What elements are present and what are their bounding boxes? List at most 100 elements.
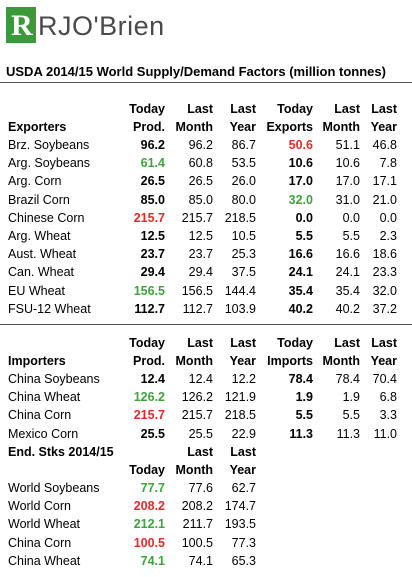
exporter-cell: 23.3 [372, 265, 397, 280]
exporter-cell: 40.2 [288, 301, 313, 316]
exporter-cell: 46.8 [372, 138, 397, 152]
end-stocks-cell: 77.7 [140, 481, 165, 495]
exporter-cell: 5.5 [295, 229, 313, 243]
importer-cell: 25.5 [188, 426, 213, 441]
exporter-cell: 32.0 [288, 192, 313, 207]
exporter-cell: 12.5 [188, 229, 213, 243]
section-divider [0, 324, 412, 325]
end-stocks-row-label: World Wheat [8, 517, 81, 532]
importer-cell: 5.5 [342, 408, 360, 423]
exporter-cell: 156.5 [133, 283, 165, 298]
exporter-cell: 23.7 [140, 247, 165, 262]
exporter-cell: 215.7 [181, 210, 213, 225]
exporter-row-label: Arg. Soybeans [8, 156, 90, 171]
end-stocks-header: Last [187, 445, 213, 459]
exporters-header: Last [371, 102, 397, 116]
exporter-cell: 26.0 [231, 174, 256, 189]
importers-header: Imports [267, 354, 313, 368]
end-stocks-cell: 208.2 [133, 499, 165, 514]
exporter-cell: 35.4 [288, 283, 313, 298]
end-stocks-header: Month [175, 463, 213, 477]
exporter-cell: 23.7 [188, 247, 213, 262]
end-stocks-cell: 100.5 [181, 535, 213, 550]
exporter-cell: 215.7 [133, 210, 165, 225]
importer-cell: 11.0 [373, 426, 397, 441]
importer-cell: 11.3 [336, 426, 360, 441]
importers-header: Prod. [133, 354, 165, 368]
end-stocks-header: Last [230, 445, 256, 459]
exporter-cell: 18.6 [372, 247, 397, 262]
exporter-cell: 61.4 [140, 156, 165, 171]
exporter-cell: 21.0 [372, 192, 397, 207]
exporter-row-label: Can. Wheat [8, 265, 75, 280]
importers-header: Year [229, 354, 256, 368]
exporter-cell: 156.5 [181, 283, 213, 298]
importer-cell: 22.9 [231, 426, 256, 441]
importer-cell: 126.2 [181, 390, 213, 405]
importer-cell: 1.9 [295, 390, 313, 405]
importer-cell: 218.5 [224, 408, 256, 423]
importer-cell: 215.7 [133, 408, 165, 423]
importers-section-label: Importers [8, 354, 66, 368]
end-stocks-row-label: China Corn [8, 535, 72, 550]
exporter-cell: 0.0 [342, 210, 360, 225]
end-stocks-cell: 193.5 [224, 517, 256, 532]
exporter-cell: 40.2 [335, 301, 360, 316]
importers-header: Last [334, 336, 360, 350]
exporter-cell: 218.5 [224, 210, 256, 225]
exporter-cell: 29.4 [140, 265, 165, 280]
end-stocks-row-label: China Wheat [8, 553, 81, 568]
exporter-cell: 10.6 [288, 156, 313, 171]
importer-cell: 78.4 [335, 372, 360, 386]
importers-header: Last [230, 336, 256, 350]
end-stocks-cell: 74.1 [140, 553, 165, 568]
exporter-cell: 12.5 [140, 229, 165, 243]
exporter-cell: 0.0 [295, 210, 313, 225]
brand-name: RJO'Brien [38, 11, 165, 41]
exporter-cell: 85.0 [188, 192, 213, 207]
importers-header: Last [371, 336, 397, 350]
exporter-cell: 86.7 [231, 138, 256, 152]
exporter-row-label: Arg. Wheat [8, 229, 71, 243]
importer-cell: 70.4 [372, 372, 397, 386]
title-divider [0, 82, 412, 83]
importers-header: Today [277, 336, 313, 350]
end-stocks-cell: 100.5 [133, 535, 165, 550]
exporter-cell: 24.1 [335, 265, 360, 280]
exporter-cell: 10.6 [335, 156, 360, 171]
importer-cell: 1.9 [342, 390, 360, 405]
importer-cell: 6.8 [379, 390, 397, 405]
end-stocks-header: Today [129, 463, 165, 477]
end-stocks-cell: 65.3 [231, 553, 256, 568]
end-stocks-cell: 77.6 [188, 481, 213, 495]
exporters-header: Last [187, 102, 213, 116]
importers-header: Year [370, 354, 397, 368]
exporter-cell: 112.7 [134, 301, 165, 316]
end-stocks-cell: 74.1 [188, 553, 213, 568]
exporter-cell: 80.0 [231, 192, 256, 207]
exporter-cell: 31.0 [335, 192, 360, 207]
importer-row-label: China Wheat [8, 390, 81, 405]
exporter-cell: 17.1 [372, 174, 397, 189]
exporter-cell: 32.0 [372, 283, 397, 298]
importer-cell: 3.3 [379, 408, 397, 423]
exporter-cell: 26.5 [140, 174, 165, 189]
exporters-header: Today [129, 102, 165, 116]
exporter-cell: 5.5 [342, 229, 360, 243]
exporters-header: Prod. [133, 120, 165, 134]
exporter-cell: 17.0 [288, 174, 313, 189]
exporters-header: Last [230, 102, 256, 116]
exporter-row-label: EU Wheat [8, 283, 65, 298]
exporter-cell: 25.3 [231, 247, 256, 262]
exporter-cell: 37.5 [231, 265, 256, 280]
exporters-header: Year [229, 120, 256, 134]
rjobrien-logo-mark: R [6, 7, 36, 43]
importer-row-label: China Corn [8, 408, 72, 423]
exporter-cell: 103.9 [224, 301, 256, 316]
exporters-section-label: Exporters [8, 120, 67, 134]
exporters-header: Month [322, 120, 360, 134]
importers-header: Today [129, 336, 165, 350]
importer-cell: 25.5 [140, 426, 165, 441]
exporters-header: Exports [266, 120, 313, 134]
importer-row-label: Mexico Corn [8, 426, 79, 441]
